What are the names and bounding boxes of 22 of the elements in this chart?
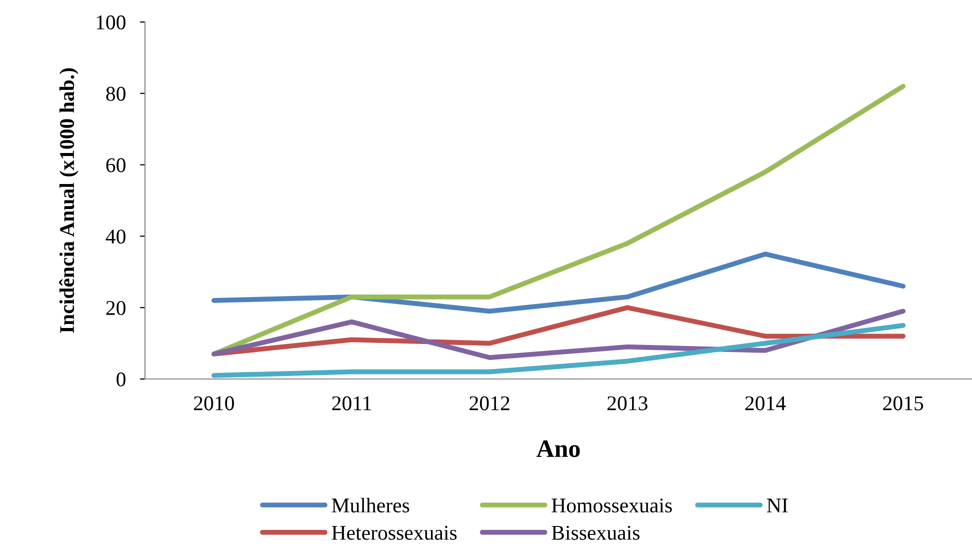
- y-tick-label: 20: [106, 300, 126, 316]
- legend-label: NI: [766, 498, 788, 512]
- x-tick-label: 2011: [332, 396, 371, 410]
- x-tick-label: 2015: [883, 396, 924, 410]
- line-series: [211, 323, 906, 378]
- x-tick-label: 2010: [194, 396, 234, 410]
- y-axis-title: Incidência Anual (x1000 hab.): [59, 68, 78, 333]
- line-series: [211, 252, 906, 314]
- x-tick-label: 2014: [745, 396, 786, 410]
- y-tick-label: 80: [106, 86, 126, 101]
- y-tick-label: 40: [106, 230, 126, 244]
- x-tick-label: 2012: [470, 396, 510, 410]
- line-series: [211, 84, 906, 356]
- y-tick-label: 0: [116, 372, 126, 386]
- y-tick-label: 60: [106, 158, 126, 172]
- x-tick-label: 2013: [608, 396, 648, 410]
- legend-label: Heterossexuais: [332, 526, 457, 540]
- legend-label: Homossexuais: [552, 498, 672, 512]
- legend-label: Mulheres: [332, 498, 410, 512]
- legend-label: Bissexuais: [552, 526, 640, 540]
- y-tick-label: 100: [96, 15, 126, 30]
- x-axis-title: Ano: [536, 440, 580, 458]
